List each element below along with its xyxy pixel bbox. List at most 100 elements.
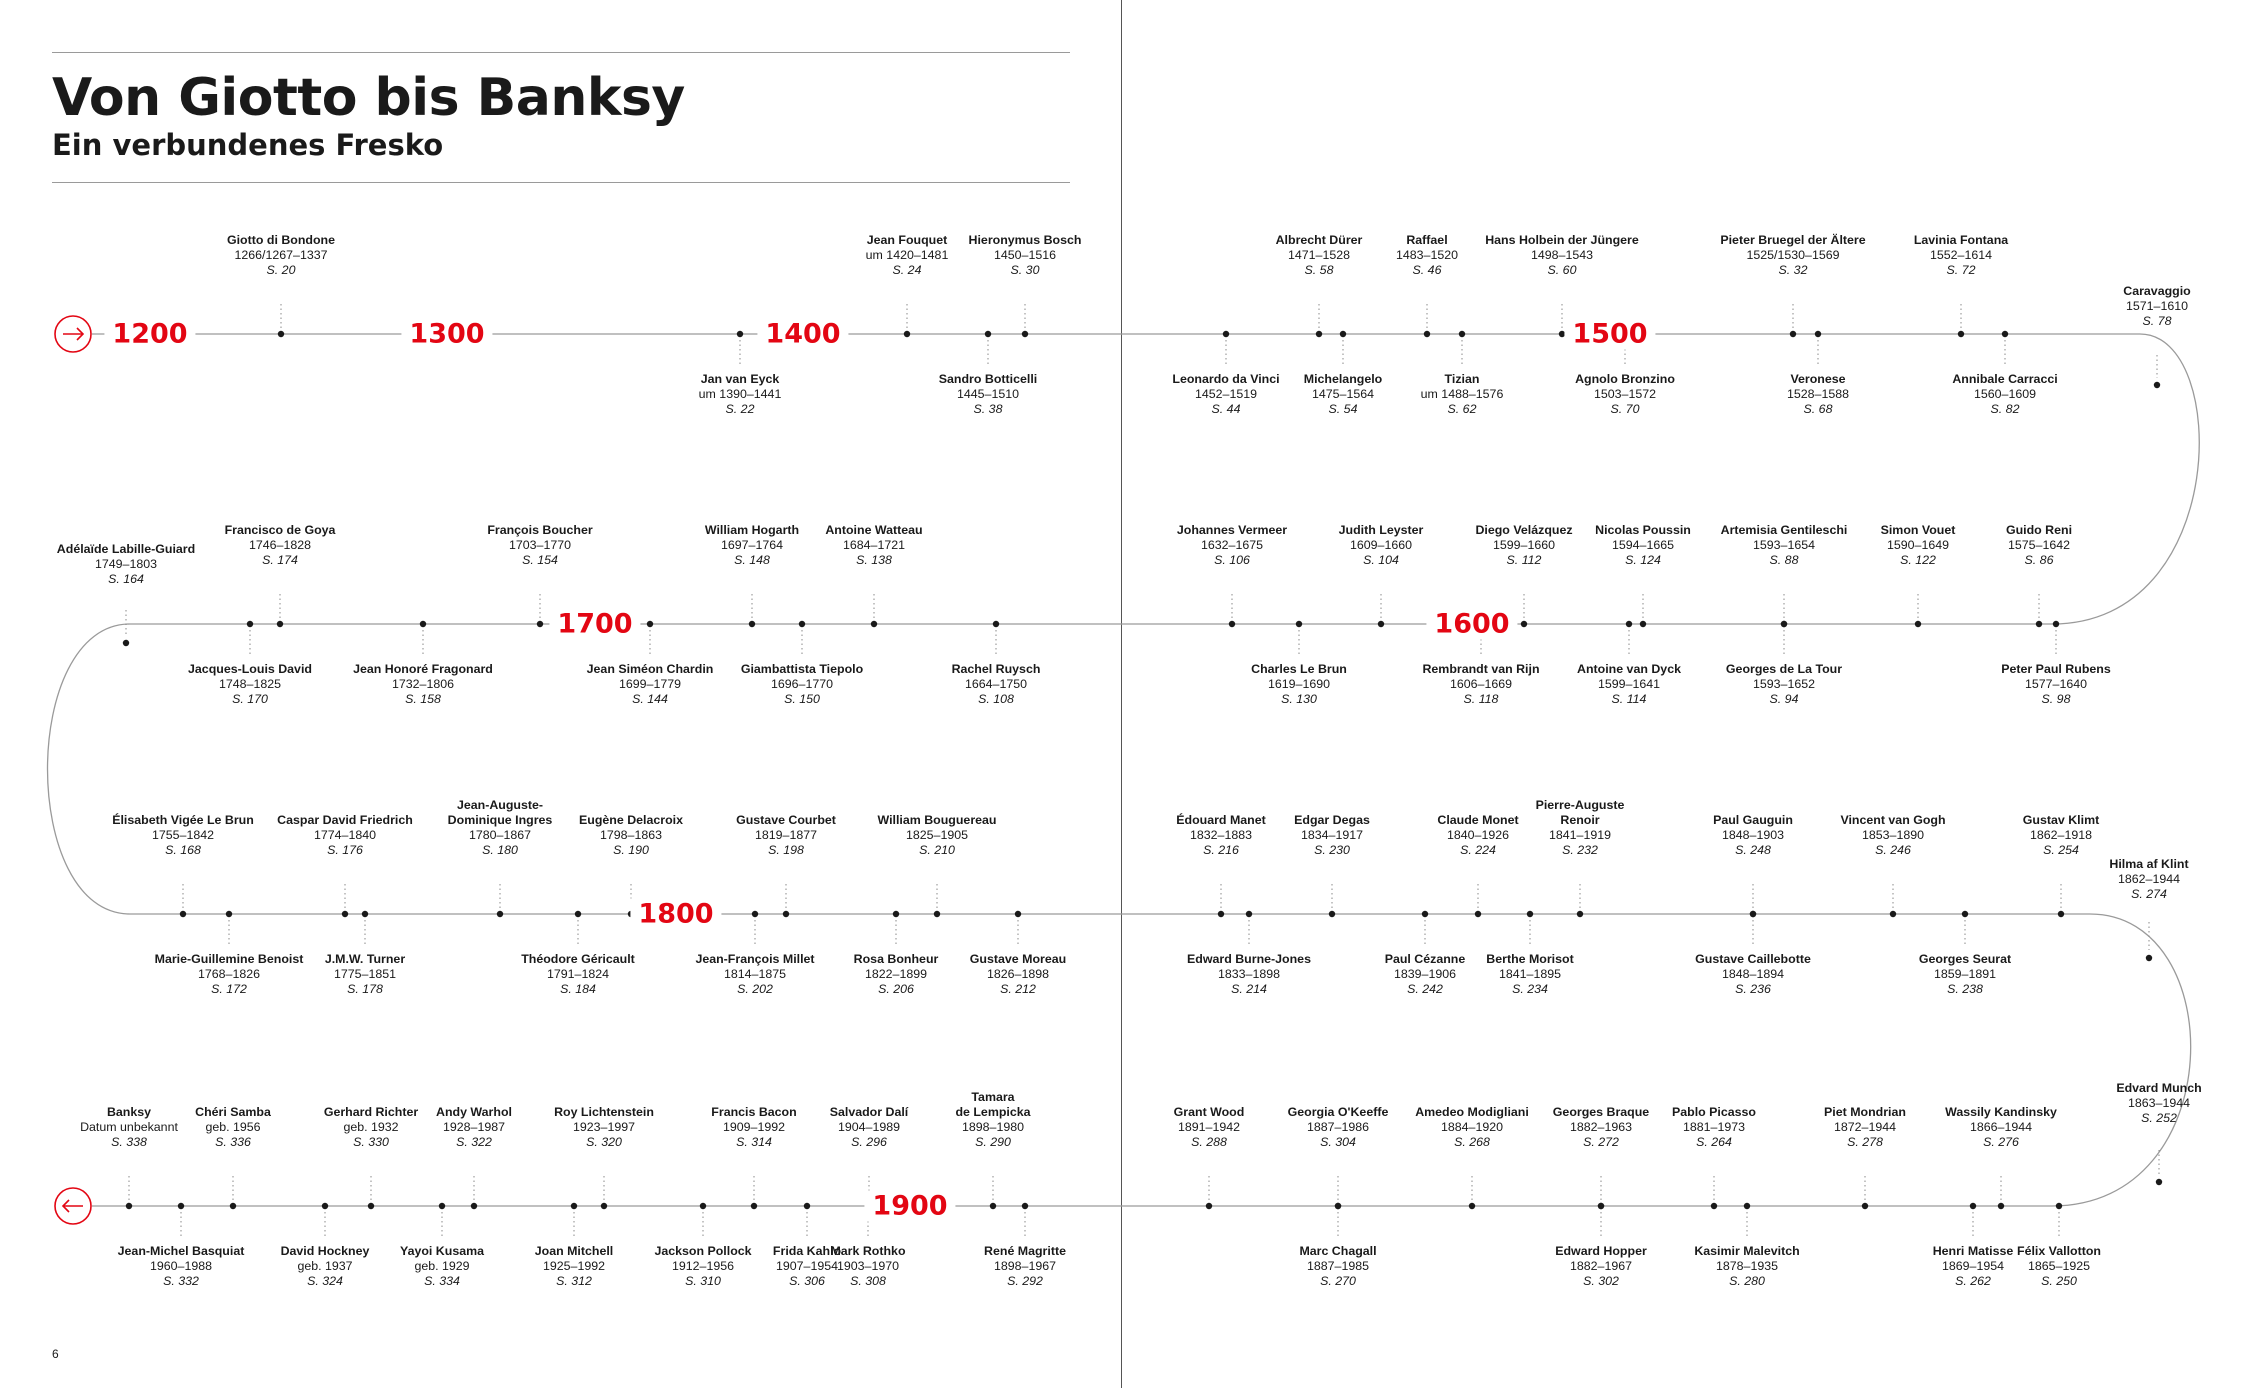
timeline-dot (321, 1202, 329, 1210)
artist-label: Georges Braque 1882–1963 S. 272 (1471, 1105, 1731, 1150)
artist-name: Francisco de Goya (224, 523, 336, 537)
artist-page-ref: S. 278 (1847, 1135, 1883, 1149)
artist-label: Guido Reni 1575–1642 S. 86 (1909, 523, 2169, 568)
artist-page-ref: S. 70 (1610, 402, 1640, 416)
artist-page-ref: S. 336 (215, 1135, 251, 1149)
artist-name: Gustave Moreau (969, 952, 1067, 966)
artist-name: Edgar Degas (1294, 813, 1370, 827)
artist-label: Hieronymus Bosch 1450–1516 S. 30 (895, 233, 1155, 278)
artist-name: Mark Rothko (830, 1244, 906, 1258)
artist-label: Peter Paul Rubens 1577–1640 S. 98 (1926, 662, 2186, 707)
artist-label: Lavinia Fontana 1552–1614 S. 72 (1831, 233, 2091, 278)
artist-page-ref: S. 122 (1900, 553, 1936, 567)
artist-name: Hilma af Klint (2109, 857, 2189, 871)
timeline-dot (276, 620, 284, 628)
artist-dates: 1684–1721 (842, 538, 906, 552)
artist-dates: 1445–1510 (956, 387, 1020, 401)
artist-name: David Hockney (280, 1244, 370, 1258)
artist-page-ref: S. 98 (2041, 692, 2071, 706)
artist-page-ref: S. 210 (919, 843, 955, 857)
artist-name: Élisabeth Vigée Le Brun (112, 813, 254, 827)
artist-page-ref: S. 88 (1769, 553, 1799, 567)
artist-name: Guido Reni (2005, 523, 2073, 537)
timeline-dot (699, 1202, 707, 1210)
artist-dates: 1594–1665 (1611, 538, 1675, 552)
artist-name: Kasimir Malevitch (1694, 1244, 1800, 1258)
artist-page-ref: S. 170 (232, 692, 268, 706)
artist-dates: 1928–1987 (442, 1120, 506, 1134)
artist-page-ref: S. 274 (2131, 887, 2167, 901)
artist-name: Georges Seurat (1918, 952, 2012, 966)
artist-page-ref: S. 330 (353, 1135, 389, 1149)
artist-dates: 1826–1898 (986, 967, 1050, 981)
timeline-dot (496, 910, 504, 918)
artist-label: Annibale Carracci 1560–1609 S. 82 (1875, 372, 2135, 417)
artist-label: Vincent van Gogh 1853–1890 S. 246 (1763, 813, 2023, 858)
artist-page-ref: S. 248 (1735, 843, 1771, 857)
artist-label: Jean Siméon Chardin 1699–1779 S. 144 (520, 662, 780, 707)
artist-page-ref: S. 144 (632, 692, 668, 706)
artist-label: Caspar David Friedrich 1774–1840 S. 176 (215, 813, 475, 858)
artist-page-ref: S. 168 (165, 843, 201, 857)
artist-name: Gustave Caillebotte (1695, 952, 1811, 966)
artist-page-ref: S. 118 (1463, 692, 1499, 706)
artist-dates: um 1390–1441 (698, 387, 782, 401)
artist-name: Giambattista Tiepolo (740, 662, 864, 676)
artist-name: Francis Bacon (711, 1105, 797, 1119)
artist-label: Veronese 1528–1588 S. 68 (1688, 372, 1948, 417)
artist-page-ref: S. 38 (973, 402, 1003, 416)
timeline-dot (1957, 330, 1965, 338)
artist-name: Jean Siméon Chardin (586, 662, 714, 676)
artist-name: Banksy (106, 1105, 152, 1119)
timeline-dot (1969, 1202, 1977, 1210)
timeline-dot (646, 620, 654, 628)
timeline-path (47, 333, 2200, 1207)
timeline-dot (1205, 1202, 1213, 1210)
artist-page-ref: S. 238 (1947, 982, 1983, 996)
artist-label: Roy Lichtenstein 1923–1997 S. 320 (474, 1105, 734, 1150)
artist-page-ref: S. 264 (1696, 1135, 1732, 1149)
artist-page-ref: S. 338 (111, 1135, 147, 1149)
artist-name: Edward Burne-Jones (1187, 952, 1311, 966)
artist-dates: 1881–1973 (1682, 1120, 1746, 1134)
artist-page-ref: S. 78 (2142, 314, 2172, 328)
artist-dates: 1865–1925 (2027, 1259, 2091, 1273)
artist-name: Judith Leyster (1338, 523, 1424, 537)
artist-name: Paul Gauguin (1713, 813, 1793, 827)
artist-label: Raffael 1483–1520 S. 46 (1297, 233, 1557, 278)
artist-label: Tamara de Lempicka 1898–1980 S. 290 (863, 1090, 1123, 1150)
artist-name: Paul Cézanne (1384, 952, 1466, 966)
artist-label: Andy Warhol 1928–1987 S. 322 (344, 1105, 604, 1150)
artist-page-ref: S. 202 (737, 982, 773, 996)
artist-label: Antoine Watteau 1684–1721 S. 138 (744, 523, 1004, 568)
timeline-dot (1377, 620, 1385, 628)
artist-page-ref: S. 32 (1778, 263, 1808, 277)
artist-page-ref: S. 172 (211, 982, 247, 996)
artist-dates: 1848–1903 (1721, 828, 1785, 842)
artist-dates: 1866–1944 (1969, 1120, 2033, 1134)
artist-label: Diego Velázquez 1599–1660 S. 112 (1394, 523, 1654, 568)
artist-label: Édouard Manet 1832–1883 S. 216 (1091, 813, 1351, 858)
artist-label: Francisco de Goya 1746–1828 S. 174 (150, 523, 410, 568)
timeline-dot (1217, 910, 1225, 918)
artist-name: Roy Lichtenstein (554, 1105, 654, 1119)
artist-page-ref: S. 60 (1547, 263, 1577, 277)
timeline-dot (1576, 910, 1584, 918)
artist-name: Leonardo da Vinci (1172, 372, 1280, 386)
artist-name: Chéri Samba (195, 1105, 271, 1119)
timeline-dot (1222, 330, 1230, 338)
artist-name: William Bouguereau (877, 813, 997, 827)
timeline-dot (2035, 620, 2043, 628)
artist-dates: 1839–1906 (1393, 967, 1457, 981)
artist-dates: 1819–1877 (754, 828, 818, 842)
page-title: Von Giotto bis Banksy (52, 68, 685, 128)
artist-dates: Datum unbekannt (80, 1120, 178, 1134)
artist-label: Jean-Michel Basquiat 1960–1988 S. 332 (51, 1244, 311, 1289)
century-marker: 1900 (864, 1190, 956, 1222)
artist-label: Giambattista Tiepolo 1696–1770 S. 150 (672, 662, 932, 707)
artist-name: Pieter Bruegel der Ältere (1720, 233, 1866, 247)
artist-dates: 1834–1917 (1300, 828, 1364, 842)
artist-page-ref: S. 216 (1203, 843, 1239, 857)
timeline-dot (2055, 1202, 2063, 1210)
timeline-dot (277, 330, 285, 338)
